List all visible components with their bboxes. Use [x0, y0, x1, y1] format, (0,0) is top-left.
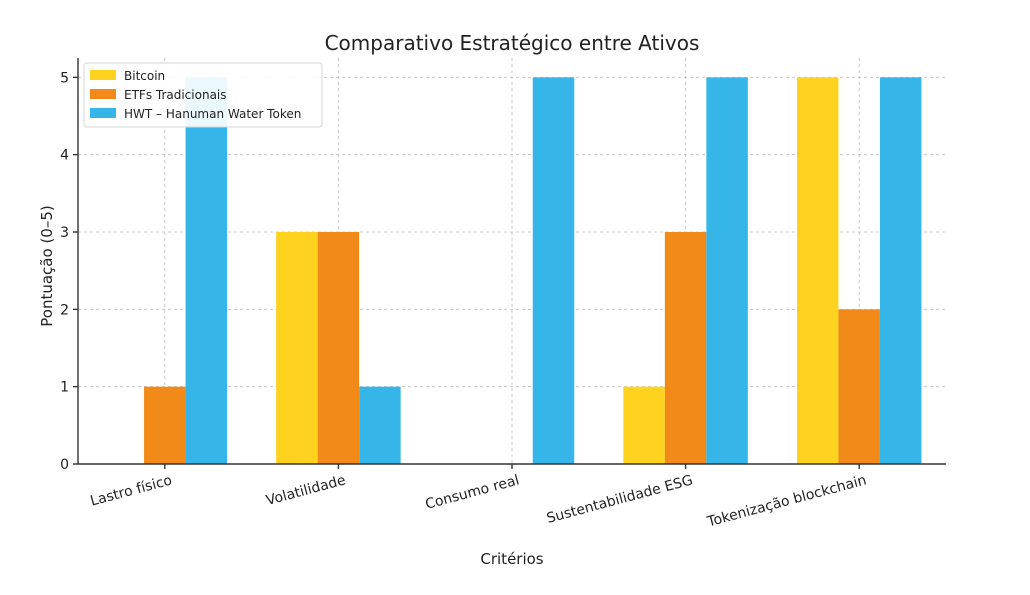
- legend-label: ETFs Tradicionais: [124, 88, 227, 102]
- y-tick-label: 4: [60, 148, 69, 164]
- x-tick-label: Tokenização blockchain: [705, 472, 869, 530]
- x-axis-label: Critérios: [480, 550, 543, 568]
- legend-label: Bitcoin: [124, 69, 165, 83]
- legend: Bitcoin ETFs Tradicionais HWT – Hanuman Wa…: [83, 62, 323, 128]
- bar: [185, 77, 228, 464]
- y-tick-label: 5: [60, 70, 69, 86]
- chart-title: Comparativo Estratégico entre Ativos: [325, 31, 700, 55]
- axes: [73, 58, 946, 469]
- y-tick-labels: 0 1 2 3 4 5: [60, 70, 69, 473]
- x-tick-label: Volatilidade: [264, 472, 347, 509]
- bar: [144, 386, 186, 464]
- y-tick-label: 3: [60, 225, 69, 241]
- y-tick-label: 0: [60, 457, 69, 473]
- x-tick-label: Consumo real: [424, 472, 521, 512]
- bar: [706, 77, 748, 464]
- bar: [796, 77, 839, 464]
- y-tick-label: 1: [60, 380, 69, 396]
- bar: [838, 309, 880, 464]
- x-tick-labels: Lastro físico Volatilidade Consumo real Sus…: [89, 472, 869, 530]
- y-axis-label: Pontuação (0–5): [38, 205, 56, 326]
- legend-swatch: [90, 89, 116, 99]
- bar: [317, 232, 360, 464]
- bar: [532, 77, 575, 464]
- bar: [359, 386, 401, 464]
- legend-swatch: [90, 70, 116, 80]
- x-tick-label: Sustentabilidade ESG: [545, 472, 695, 526]
- y-tick-label: 2: [60, 302, 69, 318]
- legend-swatch: [90, 108, 116, 118]
- x-tick-label: Lastro físico: [89, 472, 174, 509]
- bar: [276, 232, 318, 464]
- bar: [623, 386, 665, 464]
- legend-label: HWT – Hanuman Water Token: [124, 107, 301, 121]
- bar: [879, 77, 922, 464]
- bar: [664, 232, 707, 464]
- bars: [144, 77, 922, 464]
- legend-box: [83, 62, 323, 128]
